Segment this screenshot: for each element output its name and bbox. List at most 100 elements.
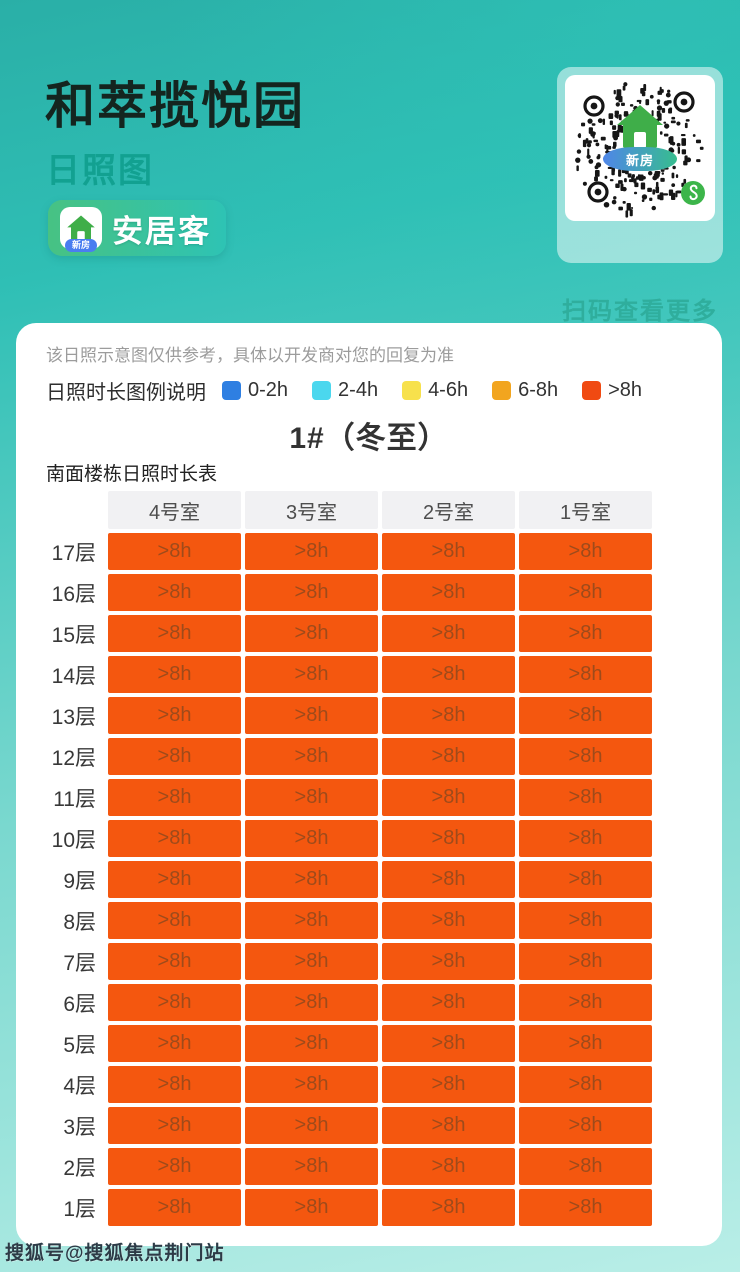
sunshine-table: 4号室 3号室 2号室 1号室 17层 >8h >8h >8h >8h 16层 >8h >8h >8h >… (46, 491, 652, 1226)
sunshine-cell: >8h (519, 1066, 652, 1103)
new-home-tag: 新房 (64, 239, 98, 252)
legend-bin-label: >8h (608, 379, 643, 401)
qr-card[interactable]: 新房 扫码查看更多 (557, 67, 723, 325)
sunshine-cell: >8h (519, 1025, 652, 1062)
sunshine-cell: >8h (519, 656, 652, 693)
legend-item: 6-8h (492, 379, 558, 402)
sunshine-cell: >8h (382, 943, 515, 980)
column-header: 1号室 (519, 491, 652, 529)
sunshine-cell: >8h (245, 861, 378, 898)
sunshine-cell: >8h (245, 533, 378, 570)
sunshine-cell: >8h (108, 861, 241, 898)
sunshine-cell: >8h (519, 861, 652, 898)
legend-item: >8h (582, 379, 642, 402)
house-icon: 新房 (60, 207, 102, 252)
sunshine-cell: >8h (108, 533, 241, 570)
sunshine-cell: >8h (245, 1066, 378, 1103)
sunshine-cell: >8h (382, 574, 515, 611)
row-label: 12层 (51, 746, 96, 770)
sunshine-cell: >8h (245, 738, 378, 775)
column-header: 3号室 (245, 491, 378, 529)
sunshine-cell: >8h (108, 902, 241, 939)
legend-item: 2-4h (312, 379, 378, 402)
legend-bin-label: 6-8h (518, 379, 559, 401)
sunshine-cell: >8h (245, 1148, 378, 1185)
table-corner (46, 491, 104, 529)
column-header: 4号室 (108, 491, 241, 529)
sunshine-cell: >8h (382, 697, 515, 734)
sunshine-cell: >8h (108, 697, 241, 734)
qr-caption: 扫码查看更多 (562, 298, 718, 325)
sunshine-cell: >8h (245, 820, 378, 857)
legend-swatch (222, 381, 241, 400)
sunshine-cell: >8h (382, 779, 515, 816)
sunshine-cell: >8h (108, 1107, 241, 1144)
row-label: 10层 (51, 828, 96, 852)
sunshine-cell: >8h (245, 615, 378, 652)
row-label: 7层 (63, 951, 96, 975)
sunshine-cell: >8h (245, 574, 378, 611)
page-title: 和萃揽悦园 (45, 78, 305, 134)
qr-code: 新房 (565, 75, 715, 221)
sunshine-cell: >8h (108, 779, 241, 816)
legend-item: 4-6h (402, 379, 468, 402)
sunshine-cell: >8h (245, 697, 378, 734)
anjuke-brand-badge: 新房 安居客 (48, 200, 226, 256)
legend-bin-label: 0-2h (248, 379, 289, 401)
watermark: 搜狐号@搜狐焦点荆门站 (5, 1243, 225, 1264)
sunshine-cell: >8h (382, 1066, 515, 1103)
sunshine-cell: >8h (519, 533, 652, 570)
sunshine-cell: >8h (382, 1107, 515, 1144)
legend-bin-label: 2-4h (338, 379, 379, 401)
sunshine-cell: >8h (382, 861, 515, 898)
miniprogram-icon (681, 181, 705, 205)
sunshine-cell: >8h (519, 1148, 652, 1185)
sunshine-cell: >8h (382, 1189, 515, 1226)
row-label: 14层 (51, 664, 96, 688)
sunshine-cell: >8h (382, 738, 515, 775)
legend-swatch (312, 381, 332, 400)
sunshine-cell: >8h (245, 943, 378, 980)
legend-items: 0-2h 2-4h 4-6h 6-8h >8h (222, 379, 666, 402)
sunshine-cell: >8h (245, 1025, 378, 1062)
sunshine-cell: >8h (382, 984, 515, 1021)
row-label: 8层 (63, 910, 96, 934)
sunshine-cell: >8h (382, 820, 515, 857)
page-subtitle: 日照图 (46, 152, 154, 190)
row-label: 5层 (63, 1033, 96, 1057)
sunshine-cell: >8h (519, 820, 652, 857)
row-label: 11层 (53, 787, 96, 811)
row-label: 3层 (63, 1115, 96, 1139)
sunshine-cell: >8h (245, 656, 378, 693)
sunshine-cell: >8h (108, 943, 241, 980)
row-label: 9层 (63, 869, 96, 893)
sunshine-cell: >8h (108, 615, 241, 652)
brand-name: 安居客 (112, 213, 211, 249)
sunshine-cell: >8h (382, 1148, 515, 1185)
disclaimer-text: 该日照示意图仅供参考，具体以开发商对您的回复为准 (46, 346, 454, 365)
sunshine-cell: >8h (519, 574, 652, 611)
row-label: 13层 (51, 705, 96, 729)
qr-new-home-ribbon: 新房 (603, 147, 677, 171)
building-title: 1#（冬至） (289, 422, 449, 455)
sunshine-cell: >8h (108, 984, 241, 1021)
sunshine-cell: >8h (108, 820, 241, 857)
house-glyph (67, 215, 95, 241)
sunshine-cell: >8h (382, 615, 515, 652)
sunshine-cell: >8h (519, 1189, 652, 1226)
row-label: 16层 (51, 582, 96, 606)
sunshine-cell: >8h (519, 738, 652, 775)
sunshine-cell: >8h (245, 984, 378, 1021)
sunshine-cell: >8h (108, 1189, 241, 1226)
sunshine-cell: >8h (519, 779, 652, 816)
sunshine-cell: >8h (382, 533, 515, 570)
row-label: 6层 (63, 992, 96, 1016)
sunshine-cell: >8h (108, 1066, 241, 1103)
sunshine-cell: >8h (382, 656, 515, 693)
legend-item: 0-2h (222, 379, 288, 402)
row-label: 17层 (51, 541, 96, 565)
sunshine-cell: >8h (382, 902, 515, 939)
legend-swatch (492, 381, 512, 400)
sunshine-cell: >8h (519, 1107, 652, 1144)
